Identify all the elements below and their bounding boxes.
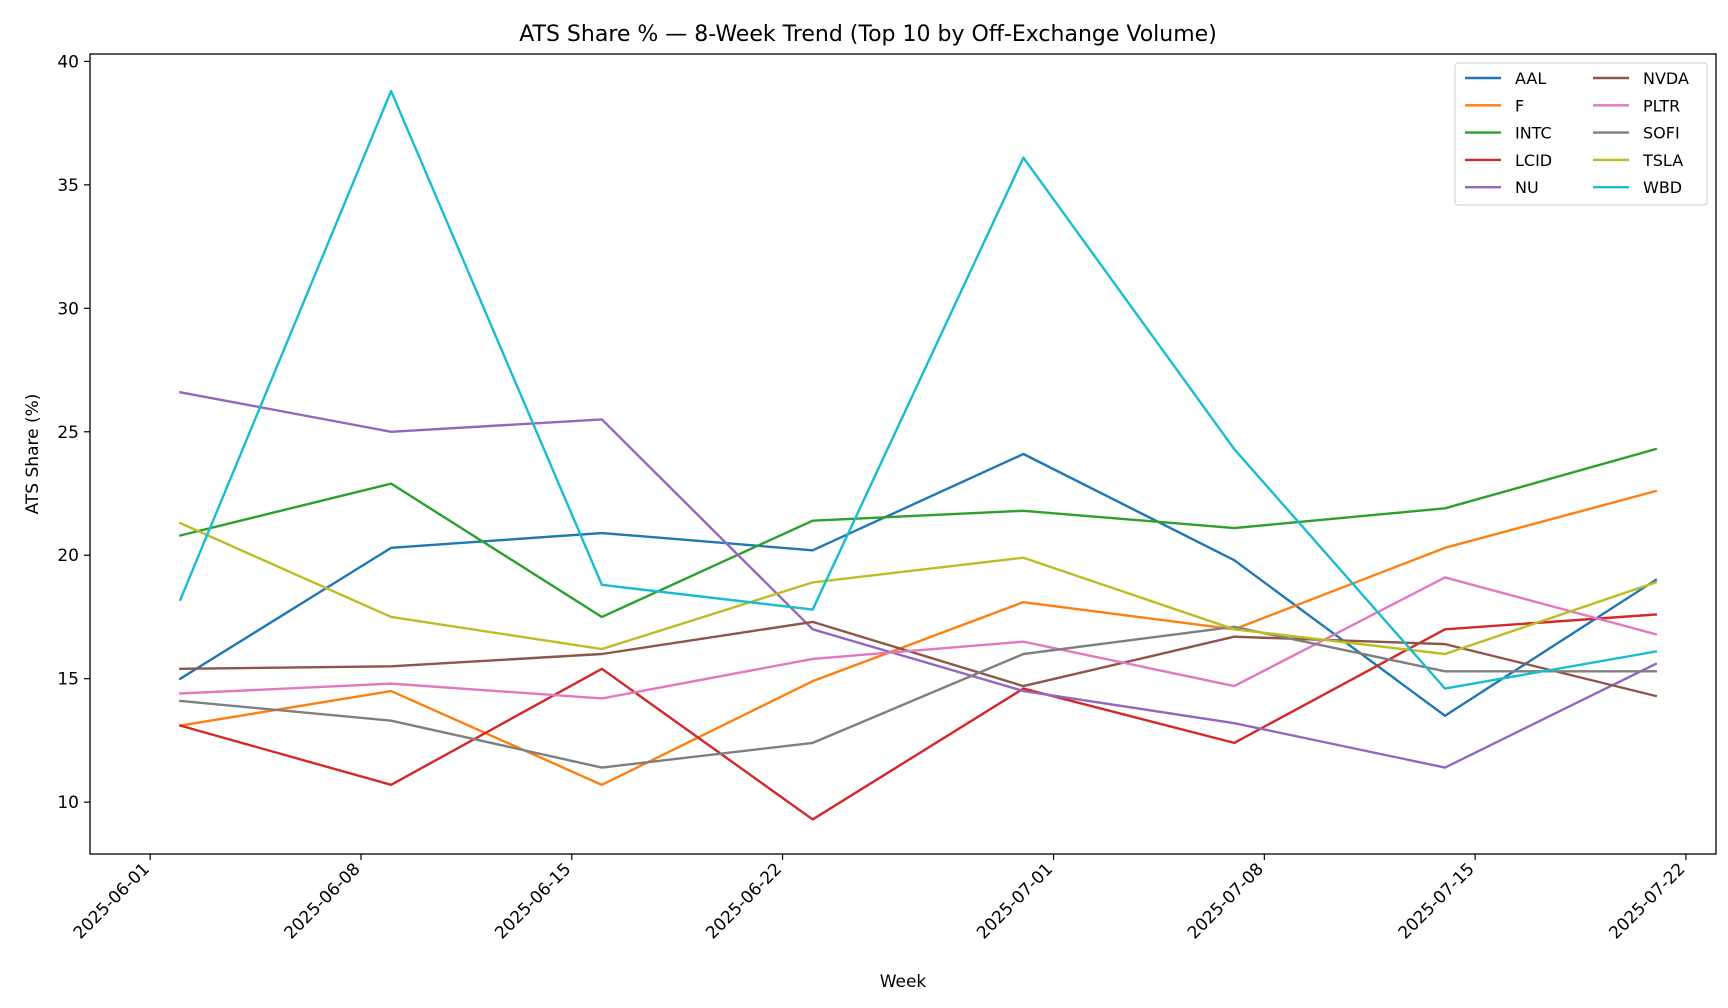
y-axis-label: ATS Share (%)	[23, 394, 43, 515]
x-tick-label: 2025-06-22	[702, 859, 786, 943]
x-tick-label: 2025-06-15	[491, 859, 575, 943]
y-tick-label: 10	[57, 793, 79, 813]
legend-label-sofi: SOFI	[1643, 124, 1680, 143]
series-line-nu	[178, 390, 1658, 769]
legend-label-pltr: PLTR	[1643, 96, 1680, 115]
plot-area	[89, 53, 1717, 855]
legend-label-tsla: TSLA	[1642, 151, 1683, 170]
series-line-wbd	[178, 89, 1658, 690]
legend-label-lcid: LCID	[1515, 151, 1552, 170]
x-tick-label: 2025-06-08	[281, 859, 365, 943]
series-lines	[178, 89, 1658, 821]
series-line-nvda	[179, 620, 1658, 698]
series-line-intc	[178, 447, 1658, 619]
legend-label-f: F	[1515, 96, 1524, 115]
legend-label-aal: AAL	[1515, 69, 1546, 88]
legend-label-nvda: NVDA	[1643, 69, 1689, 88]
y-axis: 10 15 20 25 30 35 40	[57, 52, 90, 813]
y-tick-label: 20	[57, 546, 79, 566]
y-tick-label: 35	[57, 176, 79, 196]
legend-label-intc: INTC	[1515, 124, 1552, 143]
x-tick-label: 2025-07-15	[1395, 859, 1479, 943]
y-tick-label: 40	[57, 52, 79, 72]
chart-title: ATS Share % — 8-Week Trend (Top 10 by Of…	[519, 22, 1217, 47]
series-line-pltr	[179, 576, 1658, 700]
x-tick-label: 2025-07-08	[1184, 859, 1268, 943]
legend-label-nu: NU	[1515, 178, 1539, 197]
x-tick-label: 2025-07-22	[1605, 859, 1689, 943]
x-tick-label: 2025-06-01	[70, 859, 154, 943]
y-tick-label: 15	[57, 670, 79, 690]
y-tick-label: 30	[57, 299, 79, 319]
series-line-aal	[178, 452, 1658, 717]
legend: AAL F INTC LCID NU NVDA PLTR SOFI TSLA WBD	[1454, 62, 1708, 206]
legend-box	[1454, 62, 1708, 206]
x-axis: 2025-06-01 2025-06-08 2025-06-15 2025-06-22…	[70, 854, 1689, 943]
legend-label-wbd: WBD	[1643, 178, 1682, 197]
y-tick-label: 25	[57, 423, 79, 443]
x-axis-label: Week	[880, 972, 927, 992]
series-line-f	[178, 489, 1658, 787]
x-tick-label: 2025-07-01	[973, 859, 1057, 943]
series-line-sofi	[179, 625, 1657, 769]
